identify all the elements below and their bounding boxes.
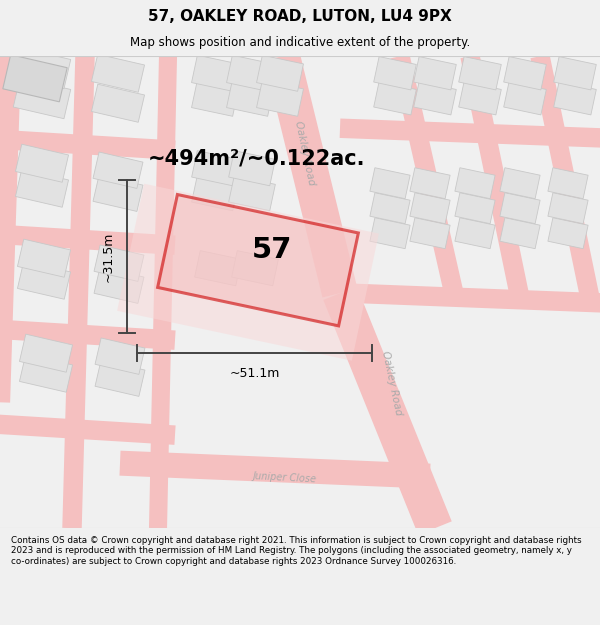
Polygon shape bbox=[93, 175, 143, 211]
Polygon shape bbox=[95, 338, 145, 374]
Polygon shape bbox=[19, 354, 73, 392]
Polygon shape bbox=[414, 82, 456, 115]
Polygon shape bbox=[17, 261, 71, 299]
Polygon shape bbox=[91, 84, 145, 122]
Text: Map shows position and indicative extent of the property.: Map shows position and indicative extent… bbox=[130, 36, 470, 49]
Polygon shape bbox=[257, 80, 304, 116]
Polygon shape bbox=[191, 55, 238, 91]
Polygon shape bbox=[500, 192, 540, 224]
Text: Contains OS data © Crown copyright and database right 2021. This information is : Contains OS data © Crown copyright and d… bbox=[11, 536, 581, 566]
Polygon shape bbox=[191, 80, 238, 116]
Polygon shape bbox=[548, 168, 588, 199]
Polygon shape bbox=[13, 48, 71, 89]
Polygon shape bbox=[191, 151, 238, 186]
Polygon shape bbox=[227, 55, 274, 91]
Text: ~494m²/~0.122ac.: ~494m²/~0.122ac. bbox=[148, 148, 365, 168]
Polygon shape bbox=[257, 55, 304, 91]
Text: 57: 57 bbox=[252, 236, 292, 264]
Polygon shape bbox=[554, 57, 596, 90]
Polygon shape bbox=[548, 192, 588, 224]
Polygon shape bbox=[229, 176, 275, 211]
Polygon shape bbox=[94, 245, 144, 281]
Text: ~31.5m: ~31.5m bbox=[102, 231, 115, 282]
Polygon shape bbox=[548, 217, 588, 249]
Polygon shape bbox=[370, 192, 410, 224]
Polygon shape bbox=[410, 168, 450, 199]
Polygon shape bbox=[117, 184, 379, 361]
Polygon shape bbox=[17, 239, 71, 278]
Polygon shape bbox=[229, 151, 275, 186]
Polygon shape bbox=[370, 168, 410, 199]
Polygon shape bbox=[455, 192, 495, 224]
Text: ~51.1m: ~51.1m bbox=[229, 367, 280, 380]
Polygon shape bbox=[414, 57, 456, 90]
Polygon shape bbox=[410, 217, 450, 249]
Polygon shape bbox=[459, 82, 501, 115]
Polygon shape bbox=[504, 57, 546, 90]
Polygon shape bbox=[19, 334, 73, 372]
Polygon shape bbox=[554, 82, 596, 115]
Polygon shape bbox=[3, 54, 67, 102]
Polygon shape bbox=[13, 78, 71, 119]
Text: Juniper Close: Juniper Close bbox=[253, 471, 317, 485]
Polygon shape bbox=[500, 217, 540, 249]
Polygon shape bbox=[91, 54, 145, 92]
Polygon shape bbox=[374, 57, 416, 90]
Polygon shape bbox=[94, 267, 144, 303]
Polygon shape bbox=[410, 192, 450, 224]
Polygon shape bbox=[504, 82, 546, 115]
Polygon shape bbox=[227, 80, 274, 116]
Polygon shape bbox=[16, 169, 68, 208]
Polygon shape bbox=[158, 194, 358, 326]
Polygon shape bbox=[232, 251, 278, 286]
Polygon shape bbox=[455, 168, 495, 199]
Text: Oakley Road: Oakley Road bbox=[293, 120, 317, 186]
Polygon shape bbox=[16, 144, 68, 182]
Polygon shape bbox=[191, 176, 238, 211]
Polygon shape bbox=[370, 217, 410, 249]
Polygon shape bbox=[194, 251, 241, 286]
Polygon shape bbox=[459, 57, 501, 90]
Polygon shape bbox=[455, 217, 495, 249]
Text: 57, OAKLEY ROAD, LUTON, LU4 9PX: 57, OAKLEY ROAD, LUTON, LU4 9PX bbox=[148, 9, 452, 24]
Polygon shape bbox=[374, 82, 416, 115]
Polygon shape bbox=[93, 152, 143, 188]
Text: Oakley Road: Oakley Road bbox=[380, 350, 404, 416]
Polygon shape bbox=[95, 360, 145, 396]
Polygon shape bbox=[500, 168, 540, 199]
